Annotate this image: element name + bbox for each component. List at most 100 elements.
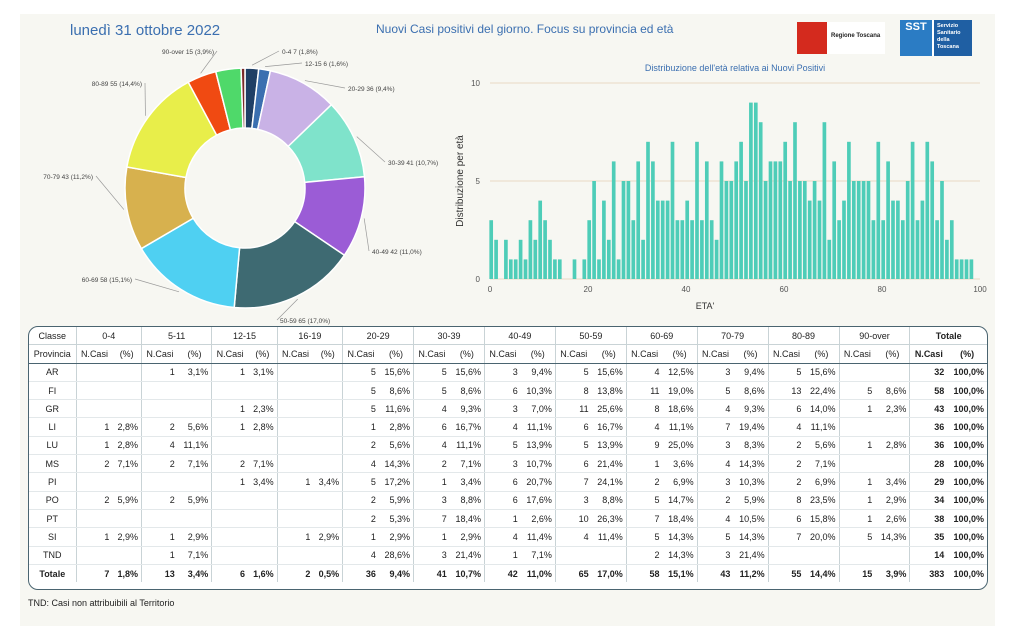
total-cases-cell: 36 <box>909 436 948 456</box>
cases-cell: 3 <box>696 363 734 382</box>
histogram-bar-age-33 <box>651 161 655 279</box>
donut-slice-50-59 <box>233 220 346 309</box>
cases-cell: 6 <box>554 417 592 437</box>
column-group-header: 50-59 <box>554 327 627 346</box>
percent-cell: 2,9% <box>449 527 485 547</box>
column-subheader: (%) <box>247 344 278 364</box>
cases-cell: 2 <box>625 546 663 565</box>
percent-cell: 5,6% <box>378 436 414 456</box>
table-row: AR 1 3,1% 1 3,1% 5 15,6% 5 15,6% 3 9,4% 5 15,6% 4 12,5… <box>29 363 987 382</box>
percent-cell <box>247 509 278 529</box>
cases-cell: 4 <box>483 417 521 437</box>
donut-label-80-89: 80-89 55 (14,4%) <box>92 81 142 88</box>
percent-cell: 17,6% <box>520 491 556 510</box>
percent-cell: 7,0% <box>520 399 556 419</box>
percent-cell <box>875 454 910 474</box>
percent-cell: 10,5% <box>733 509 769 529</box>
percent-cell: 3,4% <box>313 472 343 492</box>
histogram-bar-age-31 <box>641 239 645 279</box>
column-subheader: N.Casi <box>211 344 248 364</box>
cases-cell <box>141 381 178 401</box>
column-group-header: 80-89 <box>767 327 839 346</box>
cases-cell <box>838 454 876 474</box>
percent-cell <box>112 363 142 382</box>
cases-cell: 4 <box>625 363 663 382</box>
cases-cell: 1 <box>413 472 450 492</box>
cases-cell: 5 <box>413 363 450 382</box>
percent-cell: 7,1% <box>247 454 278 474</box>
column-subheader: N.Casi <box>625 344 663 364</box>
histogram-bar-age-21 <box>592 181 596 279</box>
histogram-bar-age-89 <box>925 141 930 279</box>
percent-cell: 2,6% <box>520 509 556 529</box>
total-percent-cell: 100,0% <box>947 417 987 437</box>
percent-cell <box>112 381 142 401</box>
histogram-bar-age-86 <box>910 141 915 279</box>
percent-cell <box>313 417 343 437</box>
percent-cell: 6,9% <box>804 472 839 492</box>
histogram-bar-age-3 <box>504 239 508 279</box>
cases-cell: 55 <box>767 564 805 583</box>
histogram-bar-age-94 <box>949 220 954 279</box>
percent-cell: 14,3% <box>733 527 769 547</box>
histogram-xtick: 60 <box>780 285 789 294</box>
histogram-bar-age-44 <box>704 161 709 279</box>
cases-cell: 6 <box>483 472 521 492</box>
percent-cell: 9,4% <box>733 363 769 382</box>
histogram-title: Distribuzione dell'età relativa ai Nuovi… <box>645 63 825 73</box>
cases-cell: 2 <box>625 472 663 492</box>
cases-cell: 1 <box>342 417 379 437</box>
cases-cell: 1 <box>211 417 248 437</box>
percent-cell: 1,8% <box>117 568 139 579</box>
cases-cell: 2 <box>141 417 178 437</box>
histogram-xtick: 80 <box>878 285 887 294</box>
donut-leader-line <box>200 50 218 74</box>
percent-cell: 10,3% <box>520 381 556 401</box>
cases-cell <box>75 472 113 492</box>
histogram-bar-age-39 <box>680 220 685 279</box>
percent-cell <box>247 546 278 565</box>
percent-cell <box>247 491 278 510</box>
histogram-bar-age-65 <box>807 200 812 279</box>
cases-cell: 7 <box>554 472 592 492</box>
cases-cell: 4 <box>413 399 450 419</box>
cases-cell: 5 <box>483 436 521 456</box>
histogram-bar-age-71 <box>837 220 841 279</box>
sst-logo: SST Servizio Sanitario della Toscana <box>900 20 972 56</box>
donut-leader-line <box>276 298 298 321</box>
cases-cell: 2 <box>276 564 314 583</box>
province-cell: SI <box>29 527 77 547</box>
table-group-header: Classe 0-4 5-11 12-15 16-19 20-29 30-39 40-49 50… <box>29 327 987 346</box>
cases-cell: 5 <box>342 381 379 401</box>
percent-cell: 25,0% <box>662 436 698 456</box>
cases-cell <box>276 491 314 510</box>
cases-cell <box>211 527 248 547</box>
column-group-header: 30-39 <box>413 327 485 346</box>
histogram-bar-age-43 <box>700 220 704 279</box>
total-percent-cell: 100,0% <box>947 491 987 510</box>
province-age-table: Classe 0-4 5-11 12-15 16-19 20-29 30-39 40-49 50… <box>29 327 987 583</box>
cases-cell: 2 <box>75 491 113 510</box>
histogram-ytick: 5 <box>476 177 481 186</box>
histogram-bar-age-46 <box>714 239 719 279</box>
cases-cell: 58 <box>625 564 663 583</box>
percent-cell: 2,3% <box>247 399 278 419</box>
percent-cell <box>313 381 343 401</box>
cases-cell: 1 <box>625 454 663 474</box>
cases-cell: 4 <box>767 417 805 437</box>
cases-cell: 5 <box>696 381 734 401</box>
percent-cell: 5,6% <box>177 417 212 437</box>
column-subheader: N.Casi <box>554 344 592 364</box>
cases-cell <box>211 509 248 529</box>
donut-leader-line <box>95 175 125 210</box>
cases-cell: 7 <box>413 509 450 529</box>
percent-cell: 11,2% <box>739 568 765 579</box>
percent-cell: 11,0% <box>526 568 552 579</box>
province-cell: TND <box>29 546 77 565</box>
cases-cell <box>276 546 314 565</box>
percent-cell: 3,4% <box>187 568 209 579</box>
histogram-bar-age-28 <box>626 181 631 279</box>
percent-cell: 9,4% <box>520 363 556 382</box>
column-group-header: 40-49 <box>483 327 556 346</box>
province-cell: AR <box>29 363 77 382</box>
